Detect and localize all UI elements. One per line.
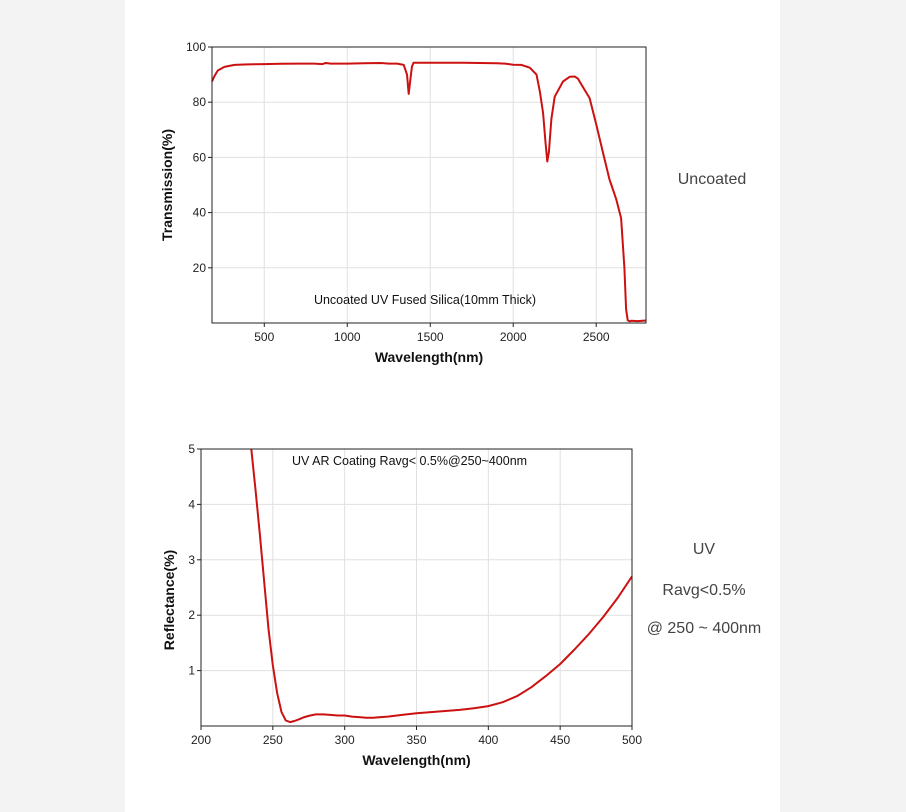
x-tick-label: 1000 [334,330,361,344]
x-tick-label: 350 [406,733,426,747]
plot-annotation: UV AR Coating Ravg< 0.5%@250~400nm [292,454,527,468]
y-tick-label: 80 [193,95,207,109]
y-tick-label: 3 [188,553,195,567]
y-tick-label: 4 [188,497,195,511]
series-line [211,61,647,323]
y-tick-label: 2 [188,608,195,622]
white-panel [125,0,780,812]
x-axis-label: Wavelength(nm) [375,349,483,365]
y-tick-label: 40 [193,206,207,220]
side-label: Uncoated [678,171,747,188]
x-tick-label: 500 [254,330,274,344]
side-label: @ 250 ~ 400nm [647,620,762,637]
plot-annotation: Uncoated UV Fused Silica(10mm Thick) [314,293,536,307]
x-tick-label: 200 [191,733,211,747]
x-tick-label: 450 [550,733,570,747]
plot-frame [211,46,647,324]
x-tick-label: 2500 [583,330,610,344]
x-tick-label: 300 [335,733,355,747]
chart-1: 500 1000 1500 2000 2500 20 40 60 80 100 Wavelength… [159,40,746,365]
x-tick-label: 2000 [500,330,527,344]
y-tick-label: 20 [193,261,207,275]
y-tick-label: 100 [186,40,206,54]
side-label: UV [693,541,716,558]
chart-2: 200 250 300 350 400 450 500 1 2 3 4 5 Wavelength(nm)… [161,442,761,768]
y-tick-label: 60 [193,150,207,164]
y-axis-label: Reflectance(%) [161,550,177,650]
x-axis-label: Wavelength(nm) [362,752,470,768]
x-tick-label: 1500 [417,330,444,344]
y-tick-label: 5 [188,442,195,456]
series-line [250,448,633,724]
x-tick-label: 500 [622,733,642,747]
y-tick-label: 1 [188,664,195,678]
side-label: Ravg<0.5% [662,582,745,599]
x-tick-label: 400 [478,733,498,747]
x-tick-label: 250 [263,733,283,747]
y-axis-label: Transmission(%) [159,129,175,241]
